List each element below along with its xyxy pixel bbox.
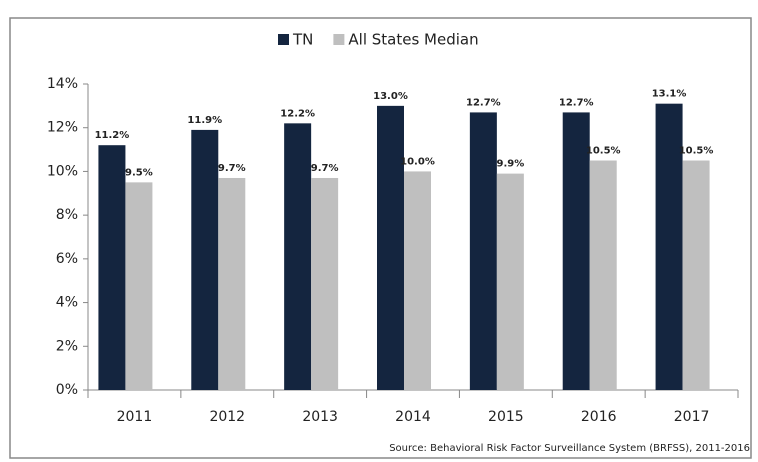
value-label: 11.2% xyxy=(95,130,130,141)
x-tick-label: 2011 xyxy=(117,409,153,425)
value-label: 9.9% xyxy=(496,159,524,170)
value-label: 12.7% xyxy=(466,97,501,108)
value-label: 10.5% xyxy=(679,146,714,157)
bar xyxy=(191,129,219,390)
bar xyxy=(218,177,246,390)
y-tick-label: 6% xyxy=(56,251,78,267)
x-tick-label: 2012 xyxy=(209,409,245,425)
y-tick-label: 12% xyxy=(47,120,78,136)
bar xyxy=(682,160,710,390)
y-tick-label: 0% xyxy=(56,382,78,398)
y-tick-label: 10% xyxy=(47,163,78,179)
bar xyxy=(589,160,617,390)
legend-label: All States Median xyxy=(348,31,478,49)
legend-swatch xyxy=(278,34,289,45)
x-tick-label: 2013 xyxy=(302,409,338,425)
bar xyxy=(655,103,683,391)
value-label: 9.7% xyxy=(311,163,339,174)
bar xyxy=(377,105,404,390)
bar xyxy=(98,145,126,390)
x-tick-label: 2016 xyxy=(581,409,617,425)
value-label: 12.2% xyxy=(280,108,315,119)
y-tick-label: 4% xyxy=(56,295,78,311)
y-tick-label: 14% xyxy=(47,76,78,92)
value-label: 12.7% xyxy=(559,97,594,108)
value-label: 9.7% xyxy=(218,163,246,174)
bar xyxy=(496,173,524,390)
value-label: 13.1% xyxy=(652,89,687,100)
value-label: 11.9% xyxy=(187,115,222,126)
bar xyxy=(404,171,431,390)
x-tick-label: 2014 xyxy=(395,409,431,425)
bar xyxy=(562,112,590,391)
bar xyxy=(311,177,339,390)
value-label: 13.0% xyxy=(373,91,408,102)
y-tick-label: 2% xyxy=(56,338,78,354)
value-label: 10.0% xyxy=(400,156,435,167)
legend-swatch xyxy=(333,34,345,45)
source-note: Source: Behavioral Risk Factor Surveilla… xyxy=(389,443,750,454)
legend-label: TN xyxy=(292,31,313,49)
bar xyxy=(125,182,153,390)
bar xyxy=(469,112,497,391)
value-label: 10.5% xyxy=(586,146,621,157)
value-label: 9.5% xyxy=(125,167,153,178)
x-tick-label: 2015 xyxy=(488,409,524,425)
bar xyxy=(284,123,312,390)
y-tick-label: 8% xyxy=(56,207,78,223)
x-tick-label: 2017 xyxy=(674,409,710,425)
